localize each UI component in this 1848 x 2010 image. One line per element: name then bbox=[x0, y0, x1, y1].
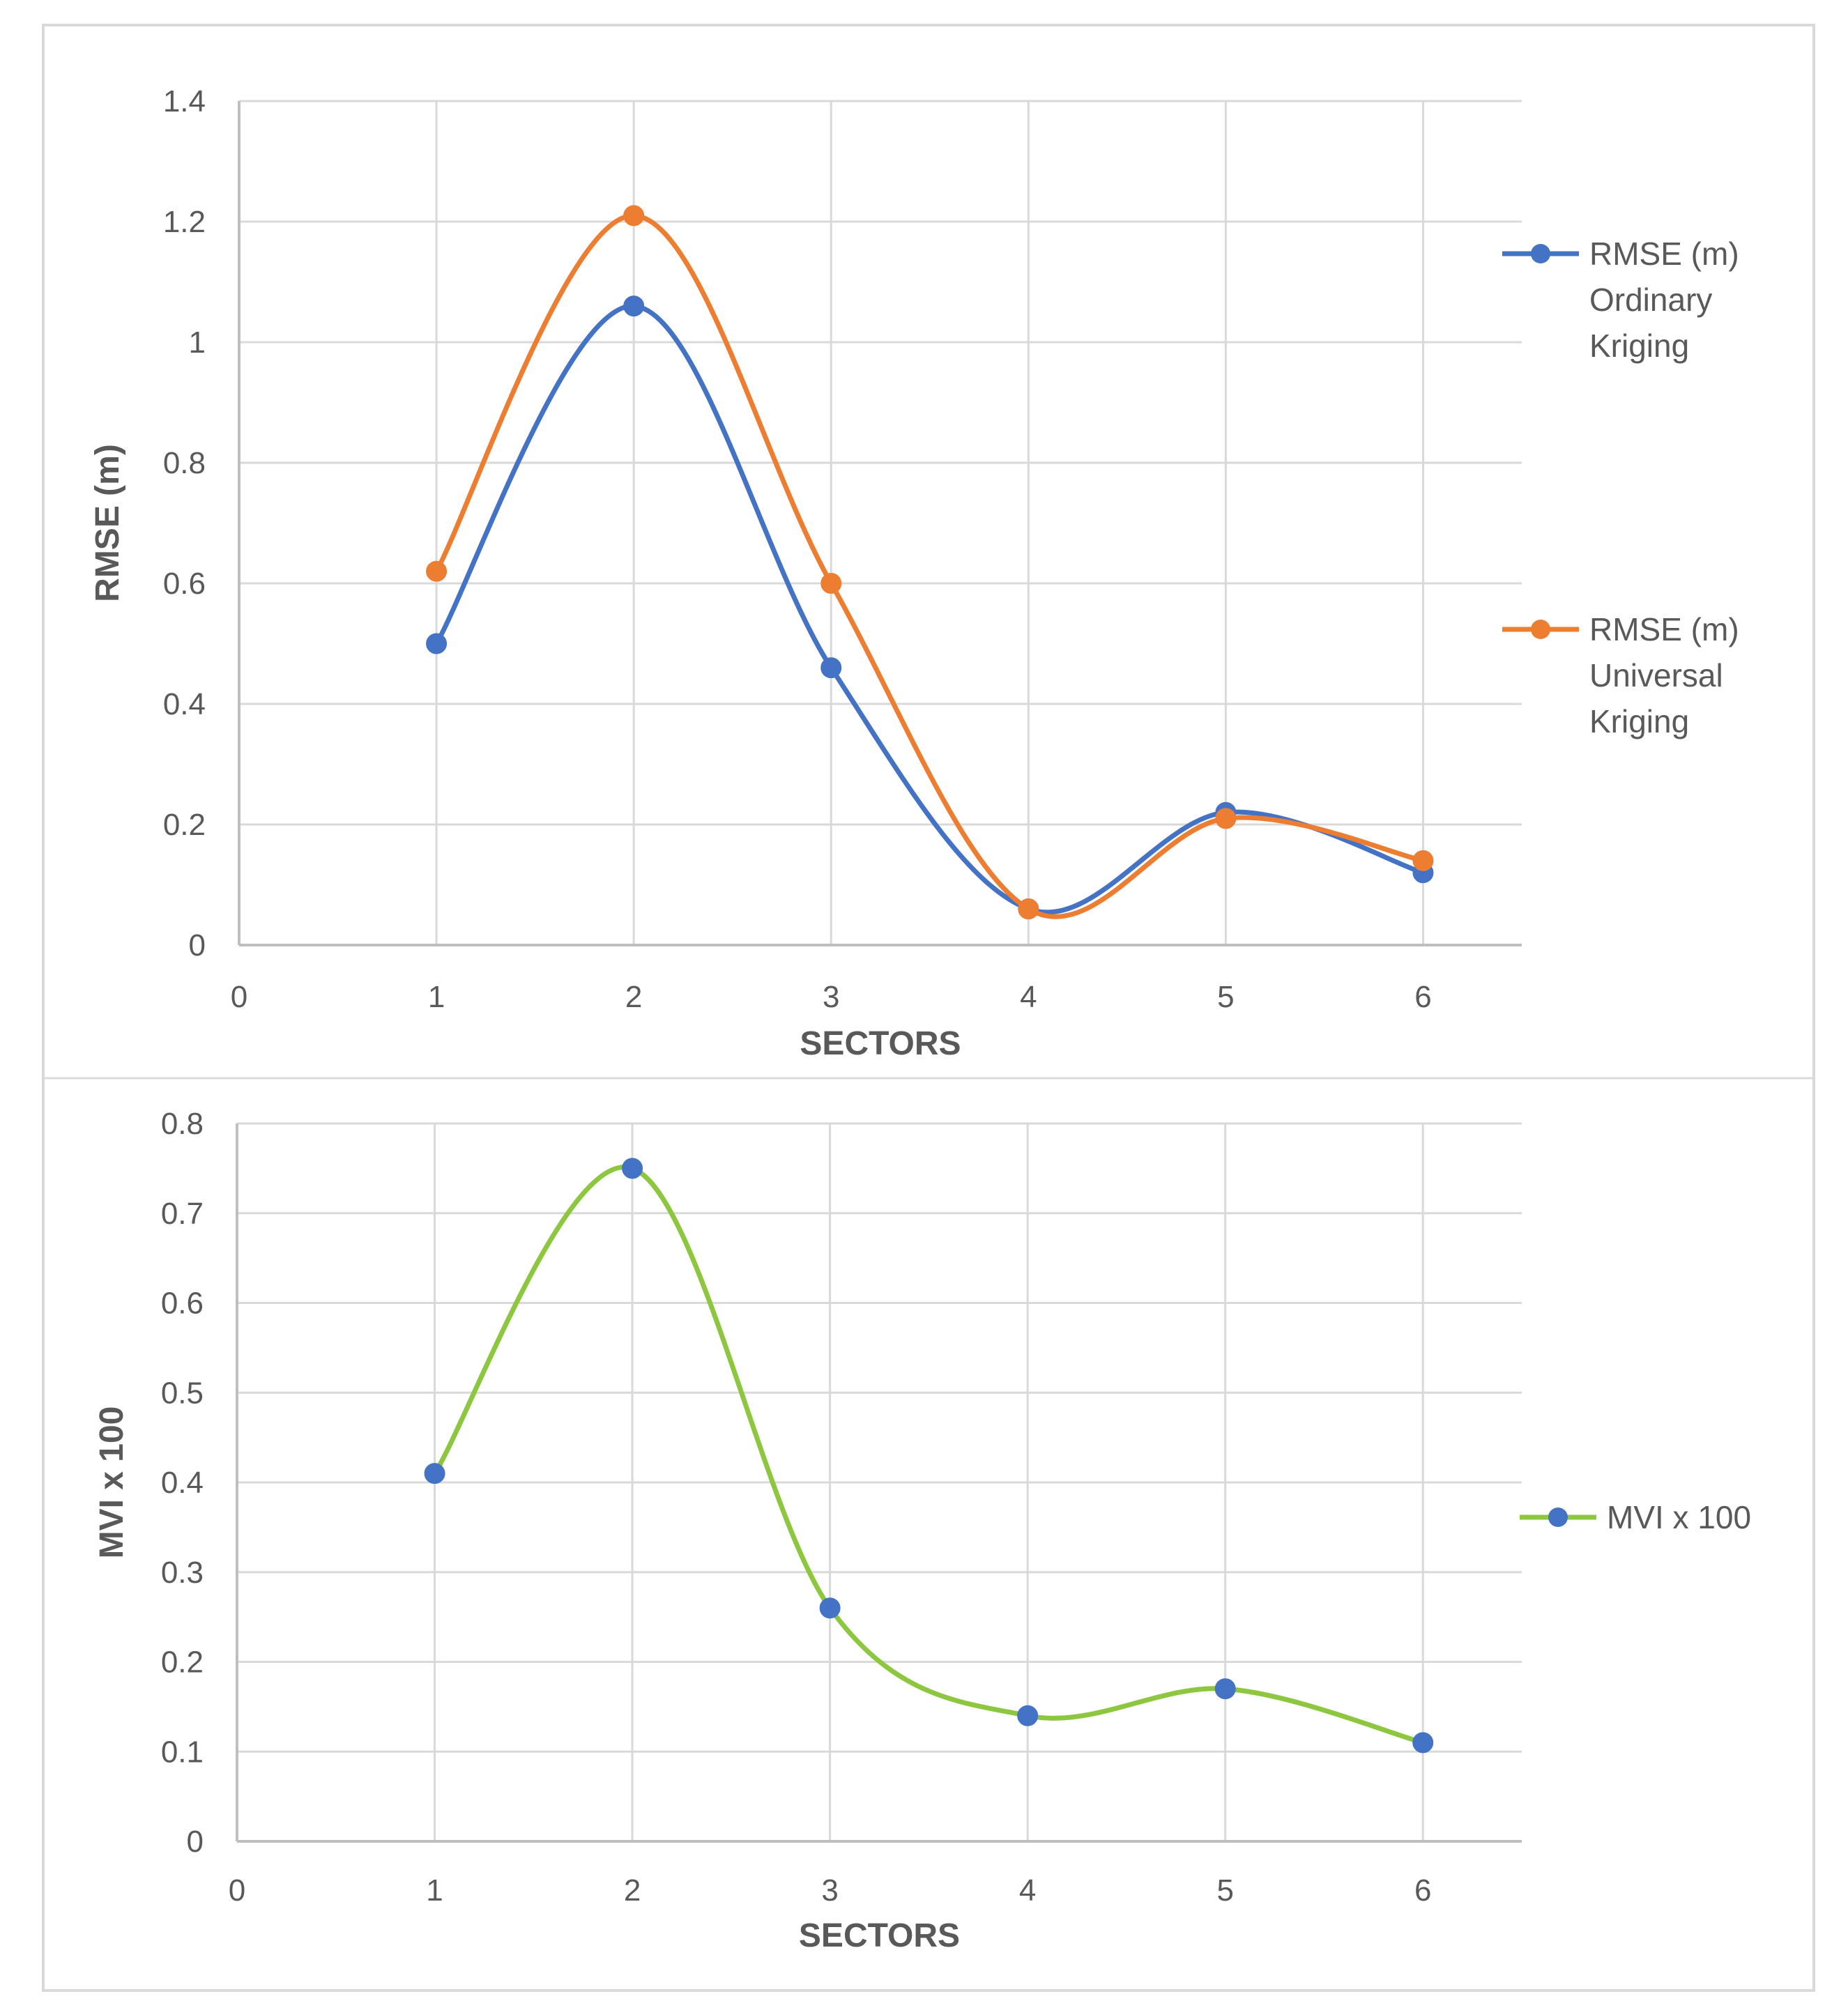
rmse-legend-label: Ordinary bbox=[1589, 282, 1712, 318]
rmse-y-tick-label: 1 bbox=[189, 325, 206, 360]
mvi-y-tick-label: 0.6 bbox=[161, 1287, 204, 1321]
rmse-legend-label: Kriging bbox=[1589, 703, 1689, 739]
rmse-legend: RMSE (m) Ordinary Kriging RMSE (m) Universal… bbox=[1502, 236, 1739, 739]
mvi-x-tick-label: 2 bbox=[624, 1873, 641, 1908]
mvi-y-tick-label: 0.1 bbox=[161, 1735, 204, 1769]
mvi-data-point bbox=[819, 1597, 841, 1619]
rmse-series bbox=[426, 205, 1434, 920]
rmse-legend-label: RMSE (m) bbox=[1589, 611, 1739, 647]
mvi-y-tick-label: 0 bbox=[187, 1825, 204, 1859]
mvi-grid bbox=[237, 1122, 1522, 1841]
mvi-x-tick-label: 6 bbox=[1414, 1873, 1431, 1908]
mvi-data-point bbox=[1412, 1732, 1434, 1754]
rmse-legend-label: Kriging bbox=[1589, 328, 1689, 364]
mvi-legend-marker bbox=[1548, 1508, 1568, 1527]
chart-mvi: 0 0.1 0.2 0.3 0.4 0.5 0.6 0.7 0.8 0 1 2 3 4 5 6 SECTORS… bbox=[93, 1107, 1751, 1954]
rmse-data-point bbox=[820, 657, 842, 679]
rmse-data-point bbox=[1018, 898, 1039, 920]
rmse-data-point bbox=[623, 205, 645, 227]
mvi-y-axis-title: MVI x 100 bbox=[93, 1406, 130, 1559]
mvi-data-point bbox=[622, 1158, 643, 1179]
rmse-y-tick-label: 1.2 bbox=[163, 205, 206, 239]
mvi-y-tick-label: 0.5 bbox=[161, 1376, 204, 1410]
rmse-data-point bbox=[426, 633, 448, 654]
mvi-legend: MVI x 100 bbox=[1520, 1499, 1751, 1535]
mvi-x-tick-label: 1 bbox=[426, 1873, 443, 1908]
mvi-y-tick-label: 0.4 bbox=[161, 1466, 204, 1500]
figure-frame bbox=[42, 24, 1815, 1992]
rmse-x-tick-label: 6 bbox=[1414, 980, 1431, 1014]
chart-rmse: 0 0.2 0.4 0.6 0.8 1 1.2 1.4 0 1 2 3 4 5 6 SECTORS RMSE… bbox=[89, 84, 1739, 1062]
mvi-x-axis-title: SECTORS bbox=[799, 1917, 960, 1954]
mvi-data-point bbox=[1017, 1705, 1039, 1726]
mvi-series bbox=[424, 1158, 1434, 1754]
rmse-x-tick-label: 4 bbox=[1020, 980, 1037, 1014]
rmse-data-point bbox=[1412, 850, 1434, 871]
rmse-y-tick-label: 0.4 bbox=[163, 687, 206, 721]
mvi-tick-labels: 0 0.1 0.2 0.3 0.4 0.5 0.6 0.7 0.8 0 1 2 3 4 5 6 bbox=[161, 1107, 1432, 1908]
rmse-y-tick-label: 1.4 bbox=[163, 84, 206, 118]
rmse-legend-marker bbox=[1531, 620, 1550, 639]
rmse-legend-label: Universal bbox=[1589, 657, 1723, 693]
rmse-y-axis-title: RMSE (m) bbox=[89, 444, 126, 602]
mvi-axes bbox=[236, 1123, 1522, 1843]
mvi-y-tick-label: 0.2 bbox=[161, 1645, 204, 1680]
mvi-x-tick-label: 3 bbox=[821, 1873, 838, 1908]
mvi-x-tick-label: 0 bbox=[229, 1873, 245, 1908]
rmse-data-point bbox=[426, 560, 448, 582]
mvi-y-tick-label: 0.3 bbox=[161, 1556, 204, 1590]
rmse-x-tick-label: 5 bbox=[1217, 980, 1234, 1014]
rmse-axes bbox=[238, 101, 1522, 946]
rmse-y-tick-label: 0.6 bbox=[163, 567, 206, 601]
rmse-data-point bbox=[820, 573, 842, 594]
rmse-legend-label: RMSE (m) bbox=[1589, 236, 1739, 272]
rmse-x-tick-label: 0 bbox=[231, 980, 247, 1014]
rmse-x-axis-title: SECTORS bbox=[800, 1025, 961, 1062]
rmse-x-tick-label: 1 bbox=[428, 980, 445, 1014]
mvi-data-point bbox=[1214, 1678, 1236, 1700]
mvi-legend-label: MVI x 100 bbox=[1607, 1499, 1751, 1535]
mvi-y-tick-label: 0.8 bbox=[161, 1107, 204, 1141]
rmse-tick-labels: 0 0.2 0.4 0.6 0.8 1 1.2 1.4 0 1 2 3 4 5 6 bbox=[163, 84, 1432, 1014]
mvi-y-tick-label: 0.7 bbox=[161, 1197, 204, 1231]
rmse-legend-marker bbox=[1531, 244, 1550, 263]
mvi-x-tick-label: 4 bbox=[1019, 1873, 1036, 1908]
mvi-data-point bbox=[424, 1463, 445, 1485]
rmse-y-tick-label: 0 bbox=[189, 928, 206, 962]
rmse-data-point bbox=[1215, 808, 1237, 829]
rmse-x-tick-label: 3 bbox=[823, 980, 839, 1014]
mvi-x-tick-label: 5 bbox=[1216, 1873, 1233, 1908]
rmse-y-tick-label: 0.2 bbox=[163, 808, 206, 842]
rmse-x-tick-label: 2 bbox=[625, 980, 642, 1014]
rmse-y-tick-label: 0.8 bbox=[163, 446, 206, 480]
rmse-data-point bbox=[623, 296, 645, 317]
